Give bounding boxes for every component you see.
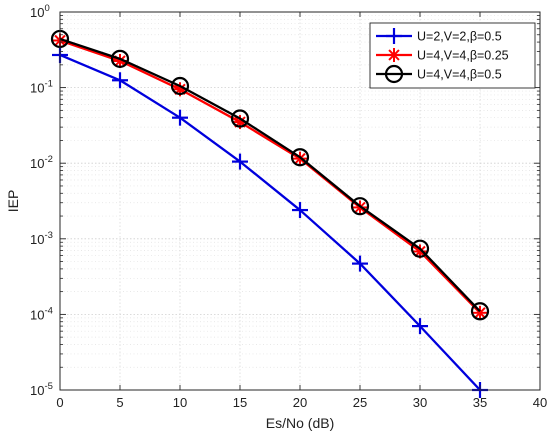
x-tick-label: 40 xyxy=(533,395,547,410)
legend-entry: U=4,V=4,β=0.25 xyxy=(376,48,509,63)
legend-marker xyxy=(387,48,401,62)
data-point xyxy=(112,72,128,89)
x-tick-label: 5 xyxy=(116,395,123,410)
data-point xyxy=(410,239,430,258)
series-line-3 xyxy=(59,37,481,313)
legend-entry: U=2,V=2,β=0.5 xyxy=(376,28,502,44)
data-point xyxy=(473,305,487,320)
data-point xyxy=(290,148,310,167)
data-point xyxy=(110,49,130,68)
legend-entry: U=4,V=4,β=0.5 xyxy=(376,64,502,84)
y-axis-title: IEP xyxy=(5,190,21,213)
data-point xyxy=(470,302,490,321)
x-tick-label: 20 xyxy=(293,395,307,410)
x-tick-label: 30 xyxy=(413,395,427,410)
y-tick-label: 10-2 xyxy=(30,154,53,171)
legend-marker xyxy=(386,28,402,44)
data-point xyxy=(170,76,190,96)
data-point xyxy=(292,202,308,219)
y-tick-label: 10-5 xyxy=(30,381,53,398)
series-layer xyxy=(50,29,490,398)
x-axis-title: Es/No (dB) xyxy=(266,415,334,431)
x-tick-label: 10 xyxy=(173,395,187,410)
data-point xyxy=(172,109,188,126)
legend-label: U=4,V=4,β=0.25 xyxy=(417,49,509,63)
x-tick-label: 25 xyxy=(353,395,367,410)
data-point xyxy=(230,109,250,128)
legend-label: U=4,V=4,β=0.5 xyxy=(417,68,502,82)
axis-ticks: 0 5 10 15 20 25 30 35 40 100 10-1 10-2 10-3 10-4 10-5 xyxy=(30,3,547,410)
legend-label: U=2,V=2,β=0.5 xyxy=(417,30,502,44)
x-tick-label: 0 xyxy=(56,395,63,410)
x-tick-label: 15 xyxy=(233,395,247,410)
data-point xyxy=(232,153,248,170)
y-tick-label: 10-3 xyxy=(30,230,53,247)
y-tick-label: 100 xyxy=(30,3,50,20)
y-tick-label: 10-1 xyxy=(30,79,53,96)
series-line-2 xyxy=(59,39,481,314)
legend-marker xyxy=(384,64,404,84)
x-tick-label: 35 xyxy=(473,395,487,410)
data-point xyxy=(352,255,368,272)
legend: U=2,V=2,β=0.5 U=4,V=4,β=0.25 U=4,V=4,β=0.5 xyxy=(369,22,536,89)
series-line-1 xyxy=(59,53,481,391)
data-point xyxy=(412,318,428,335)
data-point xyxy=(350,197,370,216)
y-tick-label: 10-4 xyxy=(30,305,53,322)
